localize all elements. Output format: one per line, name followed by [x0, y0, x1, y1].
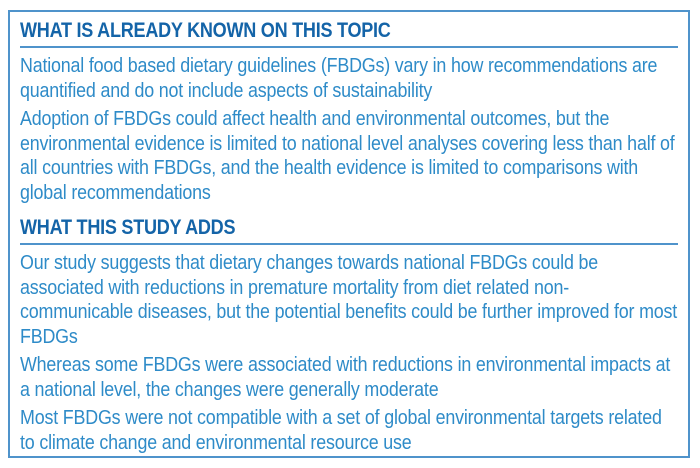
- section-what-is-already-known: WHAT IS ALREADY KNOWN ON THIS TOPIC Nati…: [20, 17, 678, 205]
- summary-box: WHAT IS ALREADY KNOWN ON THIS TOPIC Nati…: [8, 10, 690, 458]
- paragraph-study-suggests: Our study suggests that dietary changes …: [20, 252, 678, 348]
- section-heading-known-text: WHAT IS ALREADY KNOWN ON THIS TOPIC: [20, 19, 391, 42]
- section-heading-known: WHAT IS ALREADY KNOWN ON THIS TOPIC: [20, 17, 678, 48]
- paragraph-adoption-evidence: Adoption of FBDGs could affect health an…: [20, 108, 675, 204]
- section-heading-adds: WHAT THIS STUDY ADDS: [20, 214, 678, 245]
- paragraph-fbdg-vary: National food based dietary guidelines (…: [20, 55, 658, 102]
- section-heading-adds-text: WHAT THIS STUDY ADDS: [20, 216, 236, 239]
- paragraph-global-targets: Most FBDGs were not compatible with a se…: [20, 407, 662, 454]
- paragraph-environmental-impacts: Whereas some FBDGs were associated with …: [20, 354, 671, 401]
- section-what-this-study-adds: WHAT THIS STUDY ADDS Our study suggests …: [20, 214, 678, 455]
